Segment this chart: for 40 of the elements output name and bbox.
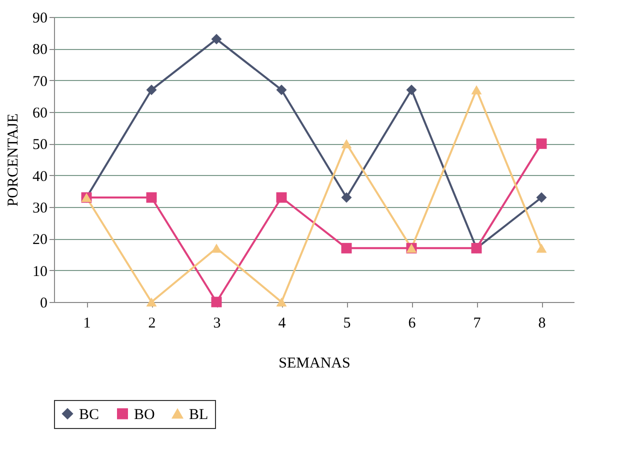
- y-tick-label: 60: [32, 106, 48, 122]
- point: [471, 85, 482, 94]
- point: [536, 244, 547, 253]
- y-tick-label: 0: [40, 296, 48, 312]
- y-tick-label: 20: [32, 232, 48, 248]
- point: [211, 296, 222, 308]
- y-tick-label: 40: [32, 168, 48, 185]
- y-axis-title: PORCENTAJE: [6, 114, 22, 206]
- point: [146, 297, 157, 307]
- x-tick-label: 2: [148, 316, 156, 332]
- point: [536, 138, 547, 149]
- point: [211, 34, 222, 44]
- point: [536, 192, 547, 203]
- y-tick-label: 70: [32, 74, 48, 90]
- point: [146, 192, 157, 203]
- point: [341, 192, 352, 203]
- x-axis-title: SEMANAS: [278, 356, 350, 372]
- x-tick-label: 1: [83, 316, 91, 332]
- legend-label: BL: [189, 406, 208, 423]
- x-tick-label: 4: [278, 316, 286, 332]
- point: [276, 192, 287, 203]
- point: [276, 84, 287, 96]
- point: [276, 297, 287, 307]
- point: [146, 84, 157, 96]
- x-tick-label: 7: [473, 316, 482, 332]
- y-tick-label: 80: [32, 42, 48, 58]
- legend-label: BO: [134, 406, 156, 423]
- point: [341, 242, 352, 254]
- point: [406, 84, 417, 96]
- x-tick-label: 5: [343, 316, 351, 332]
- x-tick-label: 6: [408, 316, 416, 332]
- point: [211, 244, 222, 253]
- y-tick-label: 30: [32, 200, 48, 216]
- x-tick-label: 3: [213, 316, 221, 332]
- y-tick-label: 50: [32, 137, 48, 154]
- y-tick-label: 90: [32, 10, 48, 26]
- point: [341, 139, 352, 148]
- legend-label: BC: [79, 406, 100, 423]
- x-tick-label: 8: [538, 316, 546, 332]
- y-tick-label: 10: [32, 264, 48, 280]
